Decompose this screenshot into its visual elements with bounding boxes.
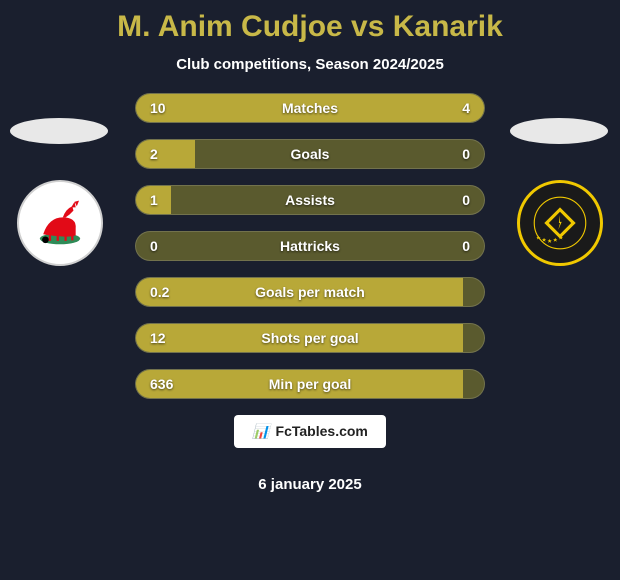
- team-badge-left: [17, 180, 103, 266]
- metric-row: 636 Min per goal: [135, 369, 485, 399]
- metric-left-value: 10: [150, 100, 166, 116]
- page-subtitle: Club competitions, Season 2024/2025: [0, 56, 620, 73]
- metric-right-value: 0: [462, 192, 470, 208]
- metric-right-value: 0: [462, 238, 470, 254]
- team-crest-right-icon: [532, 195, 588, 251]
- metric-label: Goals per match: [255, 284, 365, 300]
- metric-left-value: 12: [150, 330, 166, 346]
- metric-label: Min per goal: [269, 376, 351, 392]
- team-crest-left-icon: [32, 195, 88, 251]
- metric-row: 0 Hattricks 0: [135, 231, 485, 261]
- metric-label: Hattricks: [280, 238, 340, 254]
- metric-label: Matches: [282, 100, 338, 116]
- metric-label: Goals: [291, 146, 330, 162]
- bar-fill-left: [136, 140, 195, 168]
- player-right-block: [510, 118, 610, 298]
- footer: 📊 FcTables.com: [0, 415, 620, 448]
- metric-right-value: 4: [462, 100, 470, 116]
- date-text: 6 january 2025: [0, 476, 620, 493]
- metric-row: 0.2 Goals per match: [135, 277, 485, 307]
- metric-left-value: 2: [150, 146, 158, 162]
- root: M. Anim Cudjoe vs Kanarik Club competiti…: [0, 0, 620, 580]
- metric-row: 10 Matches 4: [135, 93, 485, 123]
- brand-link[interactable]: 📊 FcTables.com: [234, 415, 386, 448]
- metric-row: 2 Goals 0: [135, 139, 485, 169]
- shadow-ellipse: [10, 118, 108, 144]
- metric-left-value: 0: [150, 238, 158, 254]
- metric-label: Shots per goal: [261, 330, 358, 346]
- page-title: M. Anim Cudjoe vs Kanarik: [0, 10, 620, 44]
- chart-icon: 📊: [252, 423, 269, 439]
- metric-right-value: 0: [462, 146, 470, 162]
- bar-fill-left: [136, 94, 383, 122]
- player-left-block: [10, 118, 110, 298]
- comparison-bars: 10 Matches 4 2 Goals 0 1 Assists 0 0 Hattricks 0 0.2…: [135, 93, 485, 399]
- metric-row: 12 Shots per goal: [135, 323, 485, 353]
- metric-label: Assists: [285, 192, 335, 208]
- team-badge-right: [517, 180, 603, 266]
- shadow-ellipse: [510, 118, 608, 144]
- metric-left-value: 1: [150, 192, 158, 208]
- brand-text: FcTables.com: [276, 423, 368, 439]
- metric-left-value: 636: [150, 376, 173, 392]
- metric-left-value: 0.2: [150, 284, 169, 300]
- metric-row: 1 Assists 0: [135, 185, 485, 215]
